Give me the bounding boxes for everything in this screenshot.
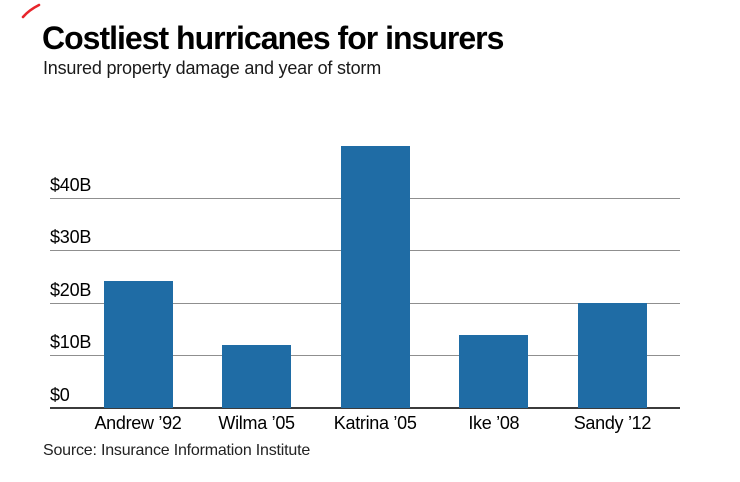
red-pen-tick-icon	[21, 3, 41, 19]
bar	[222, 344, 292, 408]
x-tick-label: Katrina ’05	[333, 413, 417, 433]
y-tick-label: $30B	[50, 227, 92, 248]
y-tick-label: $0	[50, 385, 70, 405]
y-tick-label: $10B	[50, 332, 92, 353]
x-axis-line	[50, 407, 680, 409]
chart-title: Costliest hurricanes for insurers	[42, 20, 504, 56]
bar	[340, 146, 410, 408]
red-pen-tick-stroke	[21, 3, 41, 19]
x-tick-label: Wilma ’05	[218, 413, 295, 433]
y-tick-label: $20B	[50, 279, 92, 300]
bar	[577, 303, 647, 408]
plot-area: $0 $10B $20B $30B $40B Andrew ’92 Wilma ’05 Kat…	[50, 140, 680, 433]
bar	[459, 334, 529, 408]
x-tick-label: Ike ’08	[468, 413, 520, 433]
chart-subtitle: Insured property damage and year of stor…	[43, 58, 381, 78]
x-tick-label: Sandy ’12	[573, 413, 652, 433]
bar	[103, 281, 173, 408]
source-note: Source: Insurance Information Institute	[43, 442, 311, 459]
y-tick-label: $40B	[50, 174, 92, 195]
x-tick-label: Andrew ’92	[94, 413, 182, 433]
